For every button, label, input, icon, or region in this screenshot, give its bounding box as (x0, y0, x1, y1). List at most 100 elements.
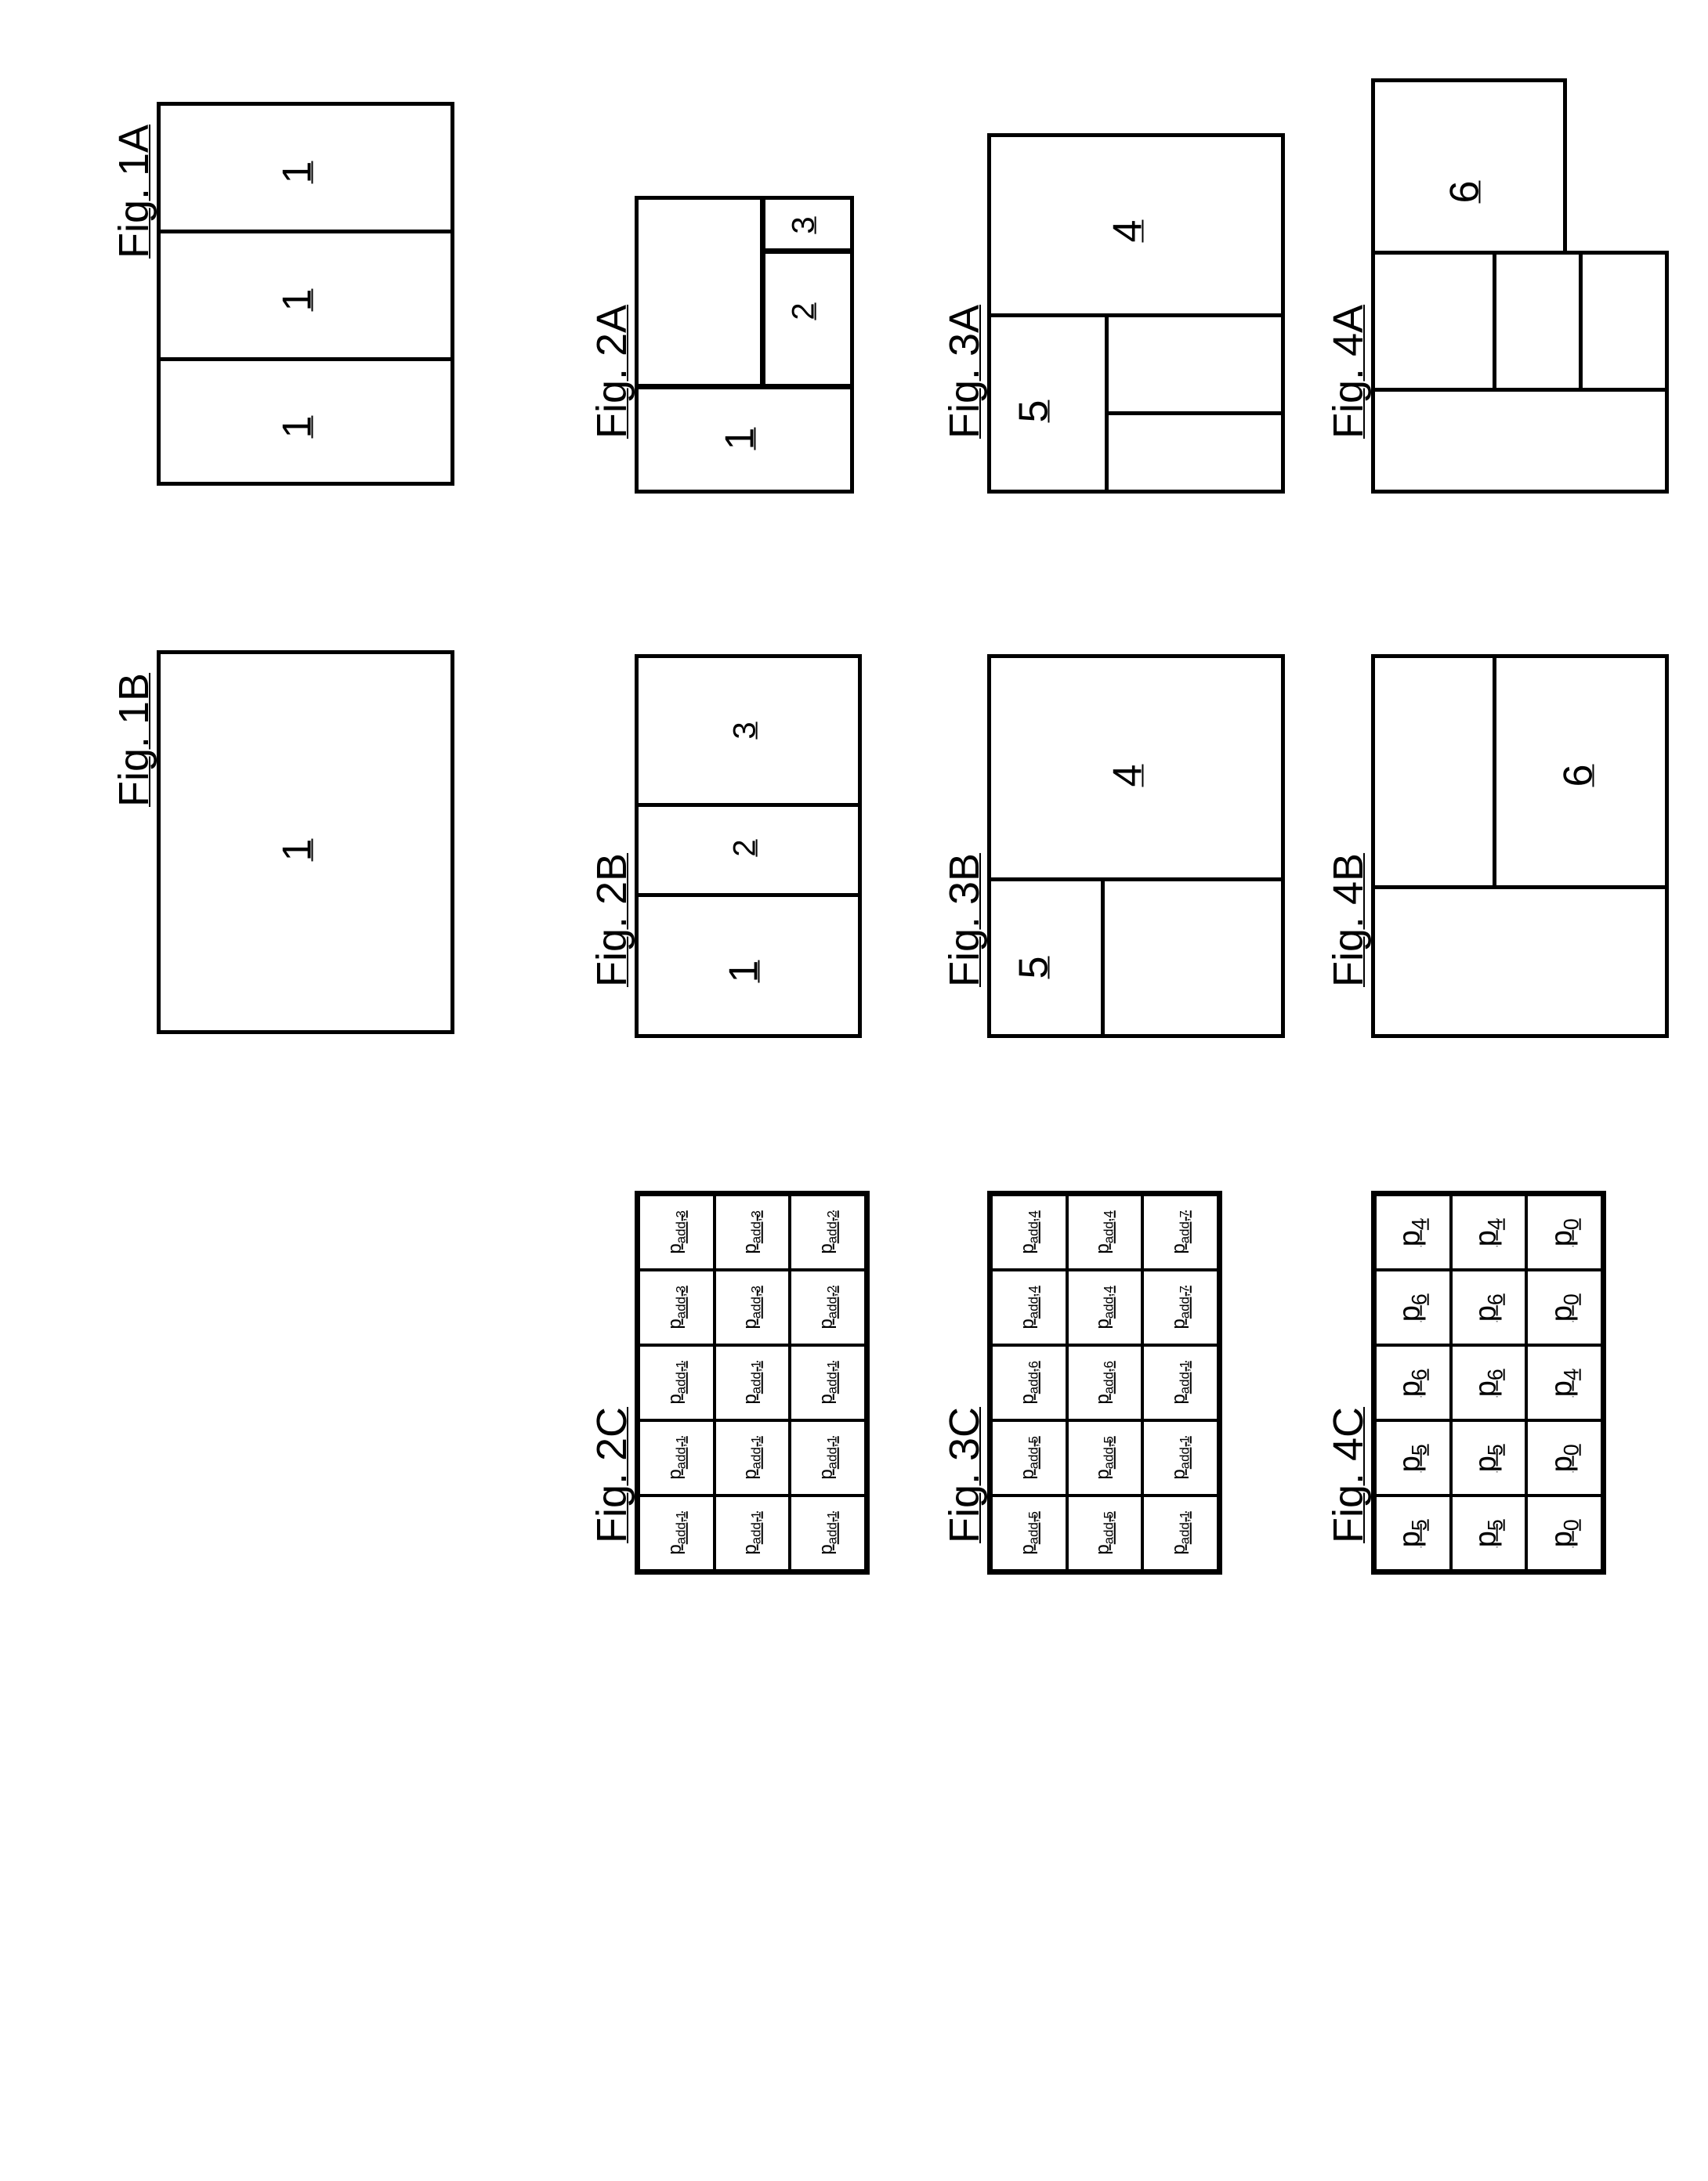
grid-cell: p6 (1451, 1270, 1527, 1345)
fig-3a-left: 5 (1010, 400, 1057, 423)
fig-2a-big: 1 (716, 428, 763, 450)
fig-2a-box: 1 3 2 (635, 196, 854, 494)
grid-cell: padd,1 (715, 1420, 791, 1496)
fig-4a-hline (1375, 388, 1665, 392)
fig-2b-top: 3 (728, 722, 763, 739)
fig-2b-hline (639, 893, 858, 897)
grid-cell: padd,1 (1142, 1420, 1218, 1496)
label-fig-4b: Fig. 4B (1324, 853, 1373, 987)
fig-2c-grid: padd,3padd,3padd,2padd,3padd,3padd,2padd… (635, 1191, 870, 1575)
fig-2b-box: 1 3 2 (635, 654, 862, 1038)
grid-cell: padd,4 (991, 1195, 1067, 1270)
label-fig-3b: Fig. 3B (940, 853, 989, 987)
grid-cell: padd,3 (715, 1270, 791, 1345)
grid-cell: padd,3 (715, 1195, 791, 1270)
fig-4b-hline (1375, 885, 1665, 889)
grid-cell: padd,1 (639, 1496, 715, 1571)
grid-cell: padd,6 (1067, 1345, 1143, 1420)
fig-3b-vline (1101, 877, 1105, 1038)
label-fig-1b: Fig. 1B (110, 673, 158, 807)
grid-cell: padd,5 (991, 1420, 1067, 1496)
grid-cell: p0 (1526, 1420, 1602, 1496)
grid-cell: padd,1 (715, 1496, 791, 1571)
label-fig-1a: Fig. 1A (110, 125, 158, 259)
fig-1a-div1 (161, 230, 451, 233)
fig-2b-big: 1 (720, 960, 767, 983)
grid-cell: padd,5 (1067, 1420, 1143, 1496)
label-fig-3a: Fig. 3A (940, 305, 989, 439)
grid-cell: p0 (1526, 1270, 1602, 1345)
grid-cell: p5 (1451, 1420, 1527, 1496)
label-fig-3c: Fig. 3C (940, 1407, 989, 1543)
label-fig-4a: Fig. 4A (1324, 305, 1373, 439)
fig-1a-cell-2: 1 (273, 416, 320, 439)
fig-2a-vline (760, 200, 765, 384)
fig-4a-box (1371, 251, 1669, 494)
fig-1a-box: 1 1 1 (157, 102, 454, 486)
fig-3b-hline (991, 877, 1281, 881)
grid-cell: padd,2 (790, 1270, 866, 1345)
grid-cell: p6 (1375, 1270, 1451, 1345)
fig-4c-grid: p4p4p0p6p6p0p6p6p4p5p5p0p5p5p0 (1371, 1191, 1606, 1575)
grid-cell: p6 (1375, 1345, 1451, 1420)
grid-cell: padd,5 (1067, 1496, 1143, 1571)
fig-4b-box: 6 (1371, 654, 1669, 1038)
grid-cell: padd,3 (639, 1195, 715, 1270)
grid-cell: padd,7 (1142, 1270, 1218, 1345)
grid-cell: p5 (1375, 1420, 1451, 1496)
grid-cell: padd,4 (1067, 1270, 1143, 1345)
grid-cell: padd,1 (790, 1496, 866, 1571)
fig-3a-hline2 (1105, 411, 1285, 415)
grid-cell: padd,1 (639, 1345, 715, 1420)
fig-2a-bot: 2 (787, 302, 822, 320)
fig-1a-cell-1: 1 (273, 289, 320, 312)
label-fig-4c: Fig. 4C (1324, 1407, 1373, 1543)
grid-cell: p4 (1526, 1345, 1602, 1420)
grid-cell: padd,4 (991, 1270, 1067, 1345)
grid-cell: p0 (1526, 1195, 1602, 1270)
fig-3a-hline (991, 313, 1281, 317)
grid-cell: p4 (1451, 1195, 1527, 1270)
fig-4a-vline (1493, 255, 1496, 388)
grid-cell: padd,1 (1142, 1496, 1218, 1571)
fig-2a-hline (639, 384, 850, 389)
grid-cell: p5 (1451, 1496, 1527, 1571)
fig-3b-box: 5 4 (987, 654, 1285, 1038)
grid-cell: padd,2 (790, 1195, 866, 1270)
grid-cell: padd,6 (991, 1345, 1067, 1420)
grid-cell: padd,1 (639, 1420, 715, 1496)
grid-cell: p4 (1375, 1195, 1451, 1270)
grid-cell: p0 (1526, 1496, 1602, 1571)
grid-cell: padd,7 (1142, 1195, 1218, 1270)
fig-3a-right: 4 (1104, 220, 1151, 243)
fig-3a-vline (1105, 313, 1109, 494)
fig-1b-box: 1 (157, 650, 454, 1034)
fig-4b-cell: 6 (1554, 765, 1601, 787)
grid-cell: padd,3 (639, 1270, 715, 1345)
fig-3b-right: 4 (1104, 765, 1151, 787)
grid-cell: padd,5 (991, 1496, 1067, 1571)
fig-4b-vline (1493, 658, 1496, 885)
fig-1b-cell: 1 (273, 839, 320, 862)
grid-cell: padd,1 (790, 1420, 866, 1496)
fig-2b-bot: 2 (728, 839, 763, 856)
grid-cell: p5 (1375, 1496, 1451, 1571)
page: Fig. 1A 1 1 1 Fig. 1B 1 Fig. 2A 1 3 2 Fi… (78, 47, 1630, 2071)
grid-cell: padd,1 (715, 1345, 791, 1420)
fig-2a-top: 3 (787, 216, 822, 233)
grid-cell: padd,4 (1067, 1195, 1143, 1270)
fig-3c-grid: padd,4padd,4padd,7padd,4padd,4padd,7padd… (987, 1191, 1222, 1575)
grid-cell: padd,1 (1142, 1345, 1218, 1420)
fig-3b-left: 5 (1010, 957, 1057, 979)
grid-cell: padd,1 (790, 1345, 866, 1420)
fig-1a-div2 (161, 357, 451, 361)
fig-2b-hline2 (639, 803, 858, 807)
fig-2a-hline2 (760, 248, 854, 254)
fig-3a-box: 5 4 (987, 133, 1285, 494)
label-fig-2c: Fig. 2C (588, 1407, 636, 1543)
fig-1a-cell-0: 1 (273, 161, 320, 184)
fig-4a-vline2 (1579, 255, 1583, 388)
grid-cell: p6 (1451, 1345, 1527, 1420)
fig-4a-cell: 6 (1441, 181, 1488, 204)
label-fig-2b: Fig. 2B (588, 853, 636, 987)
